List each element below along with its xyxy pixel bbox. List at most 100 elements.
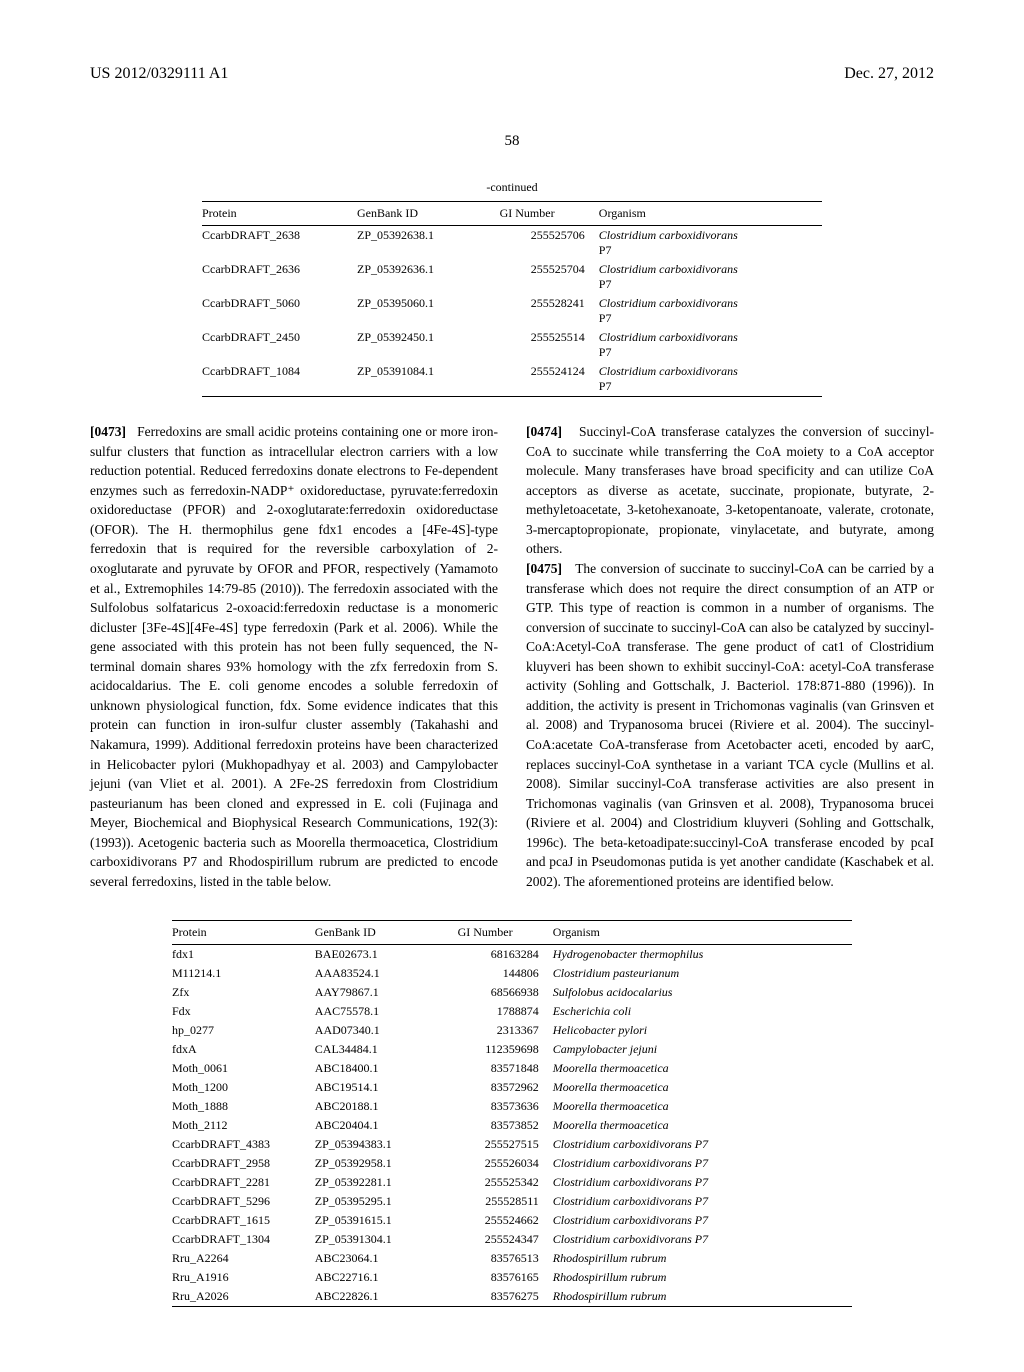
- table-header-genbank: GenBank ID: [357, 202, 500, 226]
- table-header-row: Protein GenBank ID GI Number Organism: [172, 920, 852, 944]
- cell-genbank: ZP_05391304.1: [315, 1230, 458, 1249]
- cell-organism: Clostridium pasteurianum: [553, 964, 852, 983]
- cell-organism: Clostridium carboxidivoransP7: [599, 328, 822, 362]
- cell-gi: 83572962: [458, 1078, 553, 1097]
- cell-protein: Zfx: [172, 983, 315, 1002]
- para-num-0474: [0474]: [526, 424, 562, 439]
- table-row: CcarbDRAFT_1304ZP_05391304.1255524347Clo…: [172, 1230, 852, 1249]
- publication-number: US 2012/0329111 A1: [90, 65, 228, 83]
- paragraph-0473: [0473] Ferredoxins are small acidic prot…: [90, 422, 498, 892]
- cell-gi: 255524347: [458, 1230, 553, 1249]
- cell-organism: Hydrogenobacter thermophilus: [553, 944, 852, 964]
- cell-protein: CcarbDRAFT_2636: [202, 260, 357, 294]
- cell-genbank: AAC75578.1: [315, 1002, 458, 1021]
- table-row: CcarbDRAFT_4383ZP_05394383.1255527515Clo…: [172, 1135, 852, 1154]
- cell-organism: Clostridium carboxidivorans P7: [553, 1154, 852, 1173]
- cell-gi: 255525704: [500, 260, 599, 294]
- cell-organism: Moorella thermoacetica: [553, 1116, 852, 1135]
- column-right: [0474] Succinyl-CoA transferase catalyze…: [526, 422, 934, 892]
- cell-genbank: CAL34484.1: [315, 1040, 458, 1059]
- para-text-0474: Succinyl-CoA transferase catalyzes the c…: [526, 424, 934, 556]
- table-header-row: Protein GenBank ID GI Number Organism: [202, 202, 822, 226]
- table-row: CcarbDRAFT_2958ZP_05392958.1255526034Clo…: [172, 1154, 852, 1173]
- cell-protein: CcarbDRAFT_2638: [202, 226, 357, 261]
- cell-organism: Campylobacter jejuni: [553, 1040, 852, 1059]
- cell-genbank: ZP_05392636.1: [357, 260, 500, 294]
- cell-organism: Clostridium carboxidivorans P7: [553, 1211, 852, 1230]
- table-2-block: Protein GenBank ID GI Number Organism fd…: [172, 920, 852, 1307]
- cell-organism: Helicobacter pylori: [553, 1021, 852, 1040]
- table-1-block: -continued Protein GenBank ID GI Number …: [202, 180, 822, 397]
- cell-protein: CcarbDRAFT_5296: [172, 1192, 315, 1211]
- table-row: CcarbDRAFT_1615ZP_05391615.1255524662Clo…: [172, 1211, 852, 1230]
- cell-gi: 2313367: [458, 1021, 553, 1040]
- table-header-protein: Protein: [172, 920, 315, 944]
- page-content: US 2012/0329111 A1 Dec. 27, 2012 58 -con…: [0, 0, 1024, 1372]
- table-row: CcarbDRAFT_5060ZP_05395060.1255528241Clo…: [202, 294, 822, 328]
- table-row: ZfxAAY79867.168566938Sulfolobus acidocal…: [172, 983, 852, 1002]
- two-column-body: [0473] Ferredoxins are small acidic prot…: [90, 422, 934, 892]
- cell-genbank: ABC20188.1: [315, 1097, 458, 1116]
- cell-genbank: AAY79867.1: [315, 983, 458, 1002]
- cell-organism: Rhodospirillum rubrum: [553, 1249, 852, 1268]
- cell-protein: fdx1: [172, 944, 315, 964]
- table-row: fdxACAL34484.1112359698Campylobacter jej…: [172, 1040, 852, 1059]
- table-row: Rru_A1916ABC22716.183576165Rhodospirillu…: [172, 1268, 852, 1287]
- cell-organism: Clostridium carboxidivorans P7: [553, 1135, 852, 1154]
- cell-organism: Rhodospirillum rubrum: [553, 1268, 852, 1287]
- cell-protein: CcarbDRAFT_1304: [172, 1230, 315, 1249]
- table-row: Moth_0061ABC18400.183571848Moorella ther…: [172, 1059, 852, 1078]
- cell-organism: Clostridium carboxidivoransP7: [599, 294, 822, 328]
- table-row: Rru_A2026ABC22826.183576275Rhodospirillu…: [172, 1287, 852, 1307]
- cell-organism: Clostridium carboxidivoransP7: [599, 260, 822, 294]
- cell-genbank: ZP_05391615.1: [315, 1211, 458, 1230]
- table-row: CcarbDRAFT_2281ZP_05392281.1255525342Clo…: [172, 1173, 852, 1192]
- table-row: hp_0277AAD07340.12313367Helicobacter pyl…: [172, 1021, 852, 1040]
- table-row: Moth_2112ABC20404.183573852Moorella ther…: [172, 1116, 852, 1135]
- cell-protein: Rru_A1916: [172, 1268, 315, 1287]
- cell-genbank: ABC22716.1: [315, 1268, 458, 1287]
- cell-organism: Clostridium carboxidivoransP7: [599, 226, 822, 261]
- cell-genbank: AAD07340.1: [315, 1021, 458, 1040]
- cell-organism: Moorella thermoacetica: [553, 1059, 852, 1078]
- cell-genbank: ABC19514.1: [315, 1078, 458, 1097]
- table-header-protein: Protein: [202, 202, 357, 226]
- paragraph-0474: [0474] Succinyl-CoA transferase catalyze…: [526, 422, 934, 559]
- cell-protein: Moth_2112: [172, 1116, 315, 1135]
- cell-gi: 68566938: [458, 983, 553, 1002]
- cell-protein: hp_0277: [172, 1021, 315, 1040]
- para-text-0473: Ferredoxins are small acidic proteins co…: [90, 424, 498, 889]
- cell-genbank: ABC22826.1: [315, 1287, 458, 1307]
- table-header-organism: Organism: [599, 202, 822, 226]
- cell-protein: Rru_A2026: [172, 1287, 315, 1307]
- cell-gi: 255524662: [458, 1211, 553, 1230]
- cell-organism: Rhodospirillum rubrum: [553, 1287, 852, 1307]
- cell-organism: Sulfolobus acidocalarius: [553, 983, 852, 1002]
- cell-gi: 68163284: [458, 944, 553, 964]
- cell-gi: 255524124: [500, 362, 599, 397]
- cell-organism: Clostridium carboxidivorans P7: [553, 1173, 852, 1192]
- cell-organism: Clostridium carboxidivorans P7: [553, 1230, 852, 1249]
- table-row: Moth_1888ABC20188.183573636Moorella ther…: [172, 1097, 852, 1116]
- cell-protein: CcarbDRAFT_5060: [202, 294, 357, 328]
- cell-protein: CcarbDRAFT_2450: [202, 328, 357, 362]
- cell-protein: Fdx: [172, 1002, 315, 1021]
- cell-protein: M11214.1: [172, 964, 315, 983]
- table-header-genbank: GenBank ID: [315, 920, 458, 944]
- cell-gi: 144806: [458, 964, 553, 983]
- table-row: CcarbDRAFT_2450ZP_05392450.1255525514Clo…: [202, 328, 822, 362]
- cell-genbank: ABC23064.1: [315, 1249, 458, 1268]
- cell-genbank: ZP_05395060.1: [357, 294, 500, 328]
- cell-gi: 83571848: [458, 1059, 553, 1078]
- cell-gi: 255525342: [458, 1173, 553, 1192]
- cell-organism: Moorella thermoacetica: [553, 1097, 852, 1116]
- table-1: Protein GenBank ID GI Number Organism Cc…: [202, 201, 822, 397]
- cell-protein: Rru_A2264: [172, 1249, 315, 1268]
- cell-genbank: ZP_05392450.1: [357, 328, 500, 362]
- cell-gi: 1788874: [458, 1002, 553, 1021]
- cell-gi: 83573636: [458, 1097, 553, 1116]
- cell-gi: 83573852: [458, 1116, 553, 1135]
- cell-protein: CcarbDRAFT_1615: [172, 1211, 315, 1230]
- cell-gi: 255526034: [458, 1154, 553, 1173]
- table-row: M11214.1AAA83524.1144806Clostridium past…: [172, 964, 852, 983]
